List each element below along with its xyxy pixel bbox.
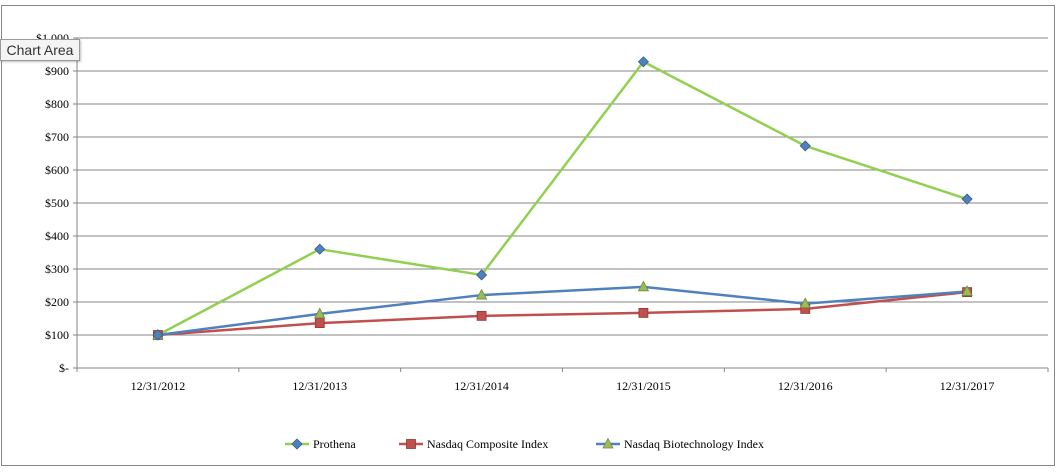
legend-marker[interactable] — [406, 439, 416, 449]
data-point[interactable] — [314, 307, 326, 319]
data-point[interactable] — [314, 318, 325, 329]
data-point[interactable] — [638, 307, 649, 318]
data-point[interactable] — [475, 288, 488, 300]
series-line — [157, 290, 968, 337]
x-tick-label: 12/31/2015 — [616, 379, 671, 393]
legend-item[interactable]: Nasdaq Biotechnology Index — [596, 437, 764, 451]
y-tick-label: $- — [59, 361, 69, 375]
legend: Prothena Nasdaq Composite Index Nasdaq Bio… — [285, 437, 764, 451]
legend-label: Nasdaq Biotechnology Index — [624, 437, 764, 451]
series-line — [157, 60, 968, 337]
y-axis: $-$100$200$300$400$500$600$700$800$900$1… — [36, 31, 78, 375]
data-point[interactable] — [961, 285, 973, 296]
y-tick-label: $300 — [45, 262, 69, 276]
series-line — [157, 285, 968, 337]
data-point[interactable] — [637, 56, 649, 68]
data-point[interactable] — [476, 310, 487, 321]
y-tick-label: $500 — [45, 196, 69, 210]
x-tick-label: 12/31/2012 — [131, 379, 186, 393]
legend-marker[interactable] — [602, 437, 614, 449]
y-tick-label: $100 — [45, 328, 69, 342]
data-point[interactable] — [152, 329, 164, 341]
x-tick-label: 12/31/2016 — [778, 379, 833, 393]
data-point[interactable] — [476, 269, 488, 281]
data-point[interactable] — [637, 280, 650, 292]
x-tick-label: 12/31/2017 — [940, 379, 995, 393]
x-axis: 12/31/2012 12/31/2013 12/31/2014 12/31/2015… — [76, 367, 1049, 393]
data-point[interactable] — [799, 297, 811, 309]
legend-label: Prothena — [313, 437, 356, 451]
y-tick-label: $700 — [45, 130, 69, 144]
chart-area-tooltip: Chart Area — [0, 39, 80, 61]
legend-item[interactable]: Nasdaq Composite Index — [399, 437, 548, 451]
data-point[interactable] — [799, 140, 811, 152]
legend-label: Nasdaq Composite Index — [427, 437, 548, 451]
legend-item[interactable]: Prothena — [285, 437, 356, 451]
y-tick-label: $400 — [45, 229, 69, 243]
x-tick-label: 12/31/2013 — [292, 379, 347, 393]
y-tick-label: $600 — [45, 163, 69, 177]
y-tick-label: $200 — [45, 295, 69, 309]
y-tick-label: $900 — [45, 64, 69, 78]
series-group — [152, 56, 973, 341]
data-point[interactable] — [314, 243, 326, 255]
y-tick-label: $800 — [45, 97, 69, 111]
legend-marker[interactable] — [291, 438, 303, 450]
x-tick-label: 12/31/2014 — [454, 379, 509, 393]
data-point[interactable] — [961, 193, 973, 205]
